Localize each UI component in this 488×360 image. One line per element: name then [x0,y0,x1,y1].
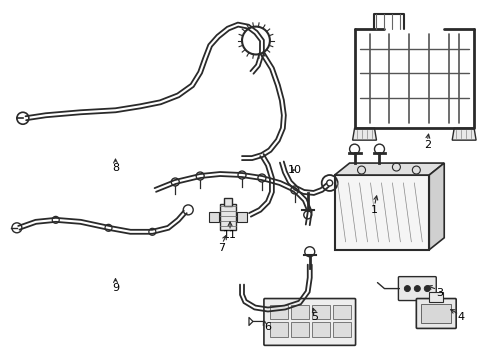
Text: 11: 11 [223,230,237,240]
Bar [428,292,442,302]
Bar [269,305,287,319]
Circle shape [424,285,429,292]
Bar [269,323,287,337]
Bar [290,305,308,319]
FancyBboxPatch shape [415,298,455,328]
Text: 9: 9 [112,283,119,293]
Text: 3: 3 [435,288,442,298]
Polygon shape [428,163,443,250]
Bar [311,305,329,319]
Bar [220,204,236,230]
Text: 1: 1 [370,205,377,215]
Bar [421,303,450,323]
Bar [332,305,350,319]
Bar [290,323,308,337]
Text: 2: 2 [423,140,430,150]
Text: 5: 5 [310,312,318,323]
Bar [237,212,246,222]
Polygon shape [334,163,443,175]
Bar [334,175,428,250]
Text: 4: 4 [457,312,464,323]
Text: 10: 10 [287,165,301,175]
Text: 8: 8 [112,163,119,173]
Polygon shape [451,128,475,140]
Circle shape [413,285,420,292]
FancyBboxPatch shape [398,276,435,301]
Bar [311,323,329,337]
Text: 6: 6 [264,323,271,332]
Text: 7: 7 [218,243,225,253]
Bar [224,198,232,206]
Polygon shape [352,128,376,140]
Bar [332,323,350,337]
FancyBboxPatch shape [264,298,355,345]
Bar [209,212,219,222]
Circle shape [404,285,409,292]
